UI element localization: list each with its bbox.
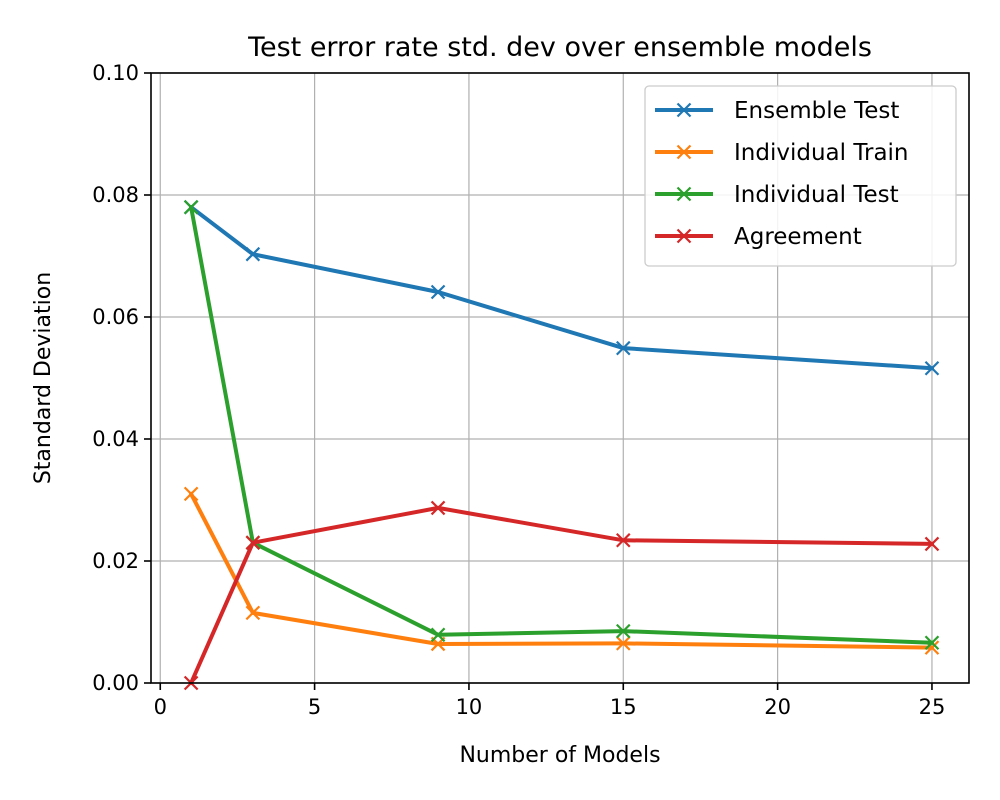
legend-item-ensemble-test: Ensemble Test <box>655 98 899 124</box>
x-tick-label: 10 <box>456 695 483 719</box>
data-point-marker <box>924 360 940 376</box>
y-tick-label: 0.10 <box>92 61 139 85</box>
y-tick-label: 0.06 <box>92 305 139 329</box>
x-tick-label: 20 <box>764 695 791 719</box>
legend-marker <box>676 144 692 160</box>
data-point-marker <box>616 532 631 548</box>
legend-marker <box>676 102 692 118</box>
data-point-marker <box>245 535 261 550</box>
x-axis: 0 5 10 15 20 25 <box>154 683 946 719</box>
series-individual-train <box>183 486 940 655</box>
data-point-marker <box>245 605 261 621</box>
legend: Ensemble Test Individual Train Individual … <box>644 85 957 267</box>
legend-marker <box>676 186 692 202</box>
y-axis-label: Standard Deviation <box>31 272 56 484</box>
legend-item-agreement: Agreement <box>655 224 862 250</box>
x-tick-label: 15 <box>610 695 637 719</box>
y-tick-label: 0.08 <box>92 183 139 207</box>
data-point-marker <box>616 623 631 639</box>
y-tick-label: 0.04 <box>92 427 139 451</box>
legend-label: Agreement <box>734 224 862 250</box>
data-point-marker <box>430 627 446 643</box>
data-point-marker <box>245 246 261 262</box>
chart-title: Test error rate std. dev over ensemble m… <box>247 32 872 63</box>
legend-label: Ensemble Test <box>734 98 899 124</box>
x-tick-label: 5 <box>308 695 321 719</box>
data-point-marker <box>616 636 631 651</box>
y-tick-label: 0.02 <box>92 549 139 573</box>
data-point-marker <box>430 500 446 516</box>
y-tick-label: 0.00 <box>92 671 139 695</box>
legend-box <box>644 85 957 267</box>
legend-label: Individual Test <box>734 182 899 208</box>
x-tick-label: 0 <box>154 695 167 719</box>
plot-frame <box>150 72 970 684</box>
data-point-marker <box>183 199 199 215</box>
legend-item-individual-train: Individual Train <box>655 140 909 166</box>
data-point-marker <box>924 536 940 552</box>
x-tick-label: 25 <box>919 695 946 719</box>
y-axis: 0.00 0.02 0.04 0.06 0.08 0.10 <box>92 61 151 695</box>
legend-marker <box>676 228 692 244</box>
data-point-marker <box>430 284 446 300</box>
data-point-marker <box>183 486 199 502</box>
legend-item-individual-test: Individual Test <box>655 182 899 208</box>
data-point-marker <box>616 340 631 356</box>
series-layer <box>183 199 940 691</box>
x-axis-label: Number of Models <box>459 743 660 768</box>
data-point-marker <box>924 635 940 651</box>
legend-label: Individual Train <box>734 140 909 166</box>
